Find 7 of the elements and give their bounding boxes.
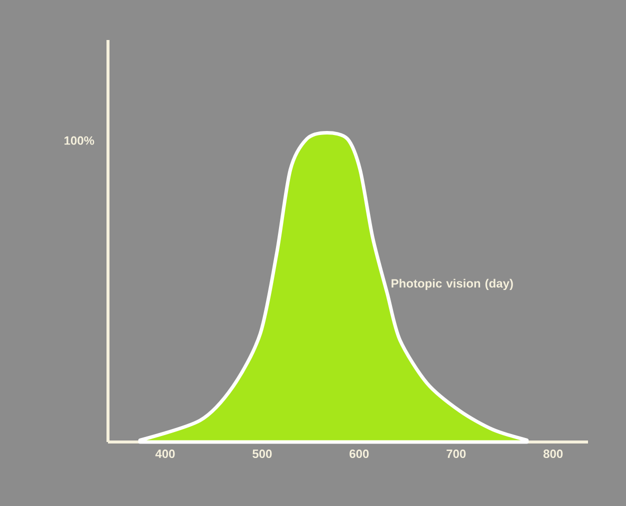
x-tick-label: 500 xyxy=(252,450,272,458)
series-label: Photopic vision (day) xyxy=(392,278,513,290)
x-tick-label: 600 xyxy=(350,450,369,458)
x-tick-label: 800 xyxy=(543,450,563,458)
x-tick-label: 700 xyxy=(446,450,466,458)
text: 100% xyxy=(64,136,94,145)
x-tick-label: 400 xyxy=(155,450,175,458)
